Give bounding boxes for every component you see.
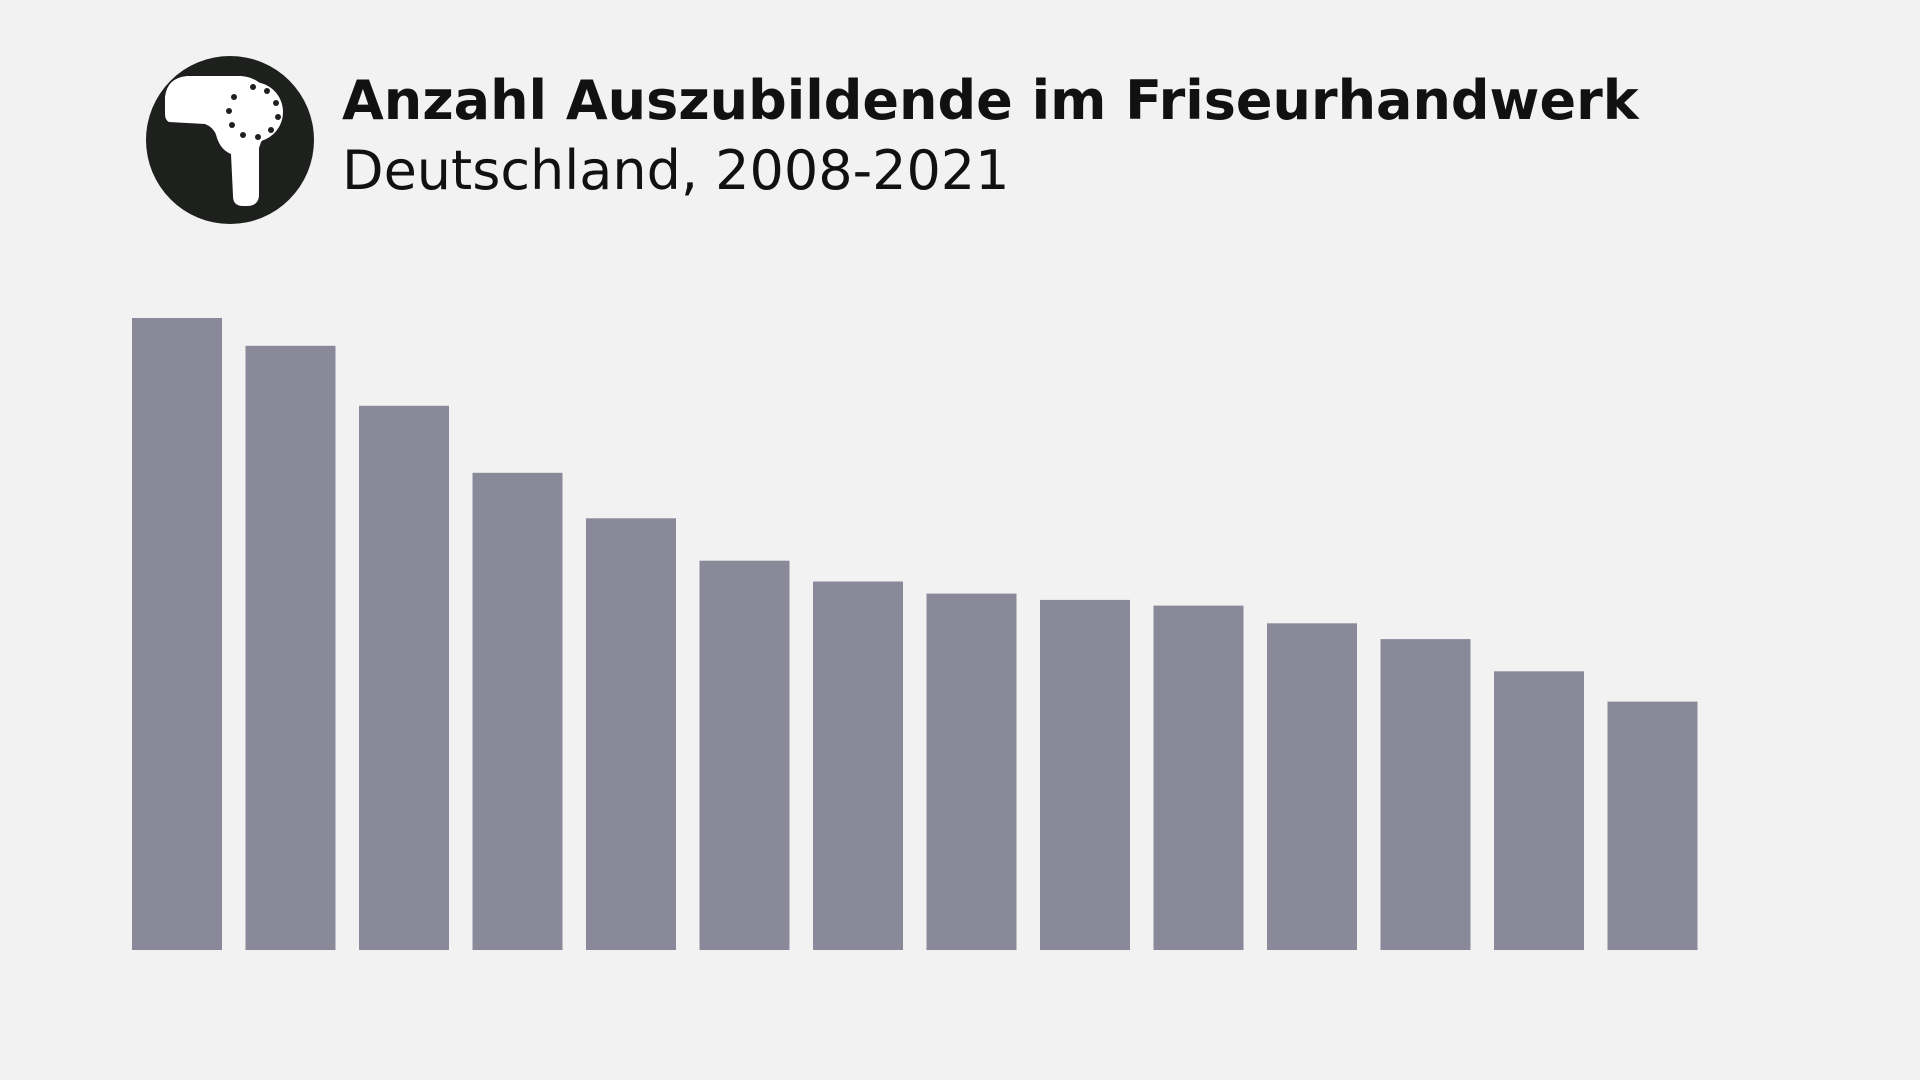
hair-dryer-icon	[146, 56, 314, 224]
bar-2012	[586, 518, 676, 950]
bar-2009	[245, 345, 336, 950]
bar-2019	[1380, 639, 1471, 950]
bar-2016	[1040, 599, 1130, 950]
bar-2014	[813, 581, 903, 950]
bar-2020	[1494, 671, 1584, 950]
bar-2015	[926, 593, 1017, 950]
bar-2011	[472, 472, 563, 950]
bar-2010	[359, 405, 449, 950]
bars-group	[132, 318, 1698, 950]
bar-2017	[1153, 605, 1244, 950]
bar-2021	[1607, 701, 1698, 950]
bar-2018	[1267, 623, 1357, 950]
chart-title: Anzahl Auszubildende im Friseurhandwerk	[342, 69, 1639, 132]
bar-2013	[699, 560, 790, 950]
bar-2008	[132, 318, 222, 950]
chart-subtitle: Deutschland, 2008-2021	[342, 139, 1010, 202]
